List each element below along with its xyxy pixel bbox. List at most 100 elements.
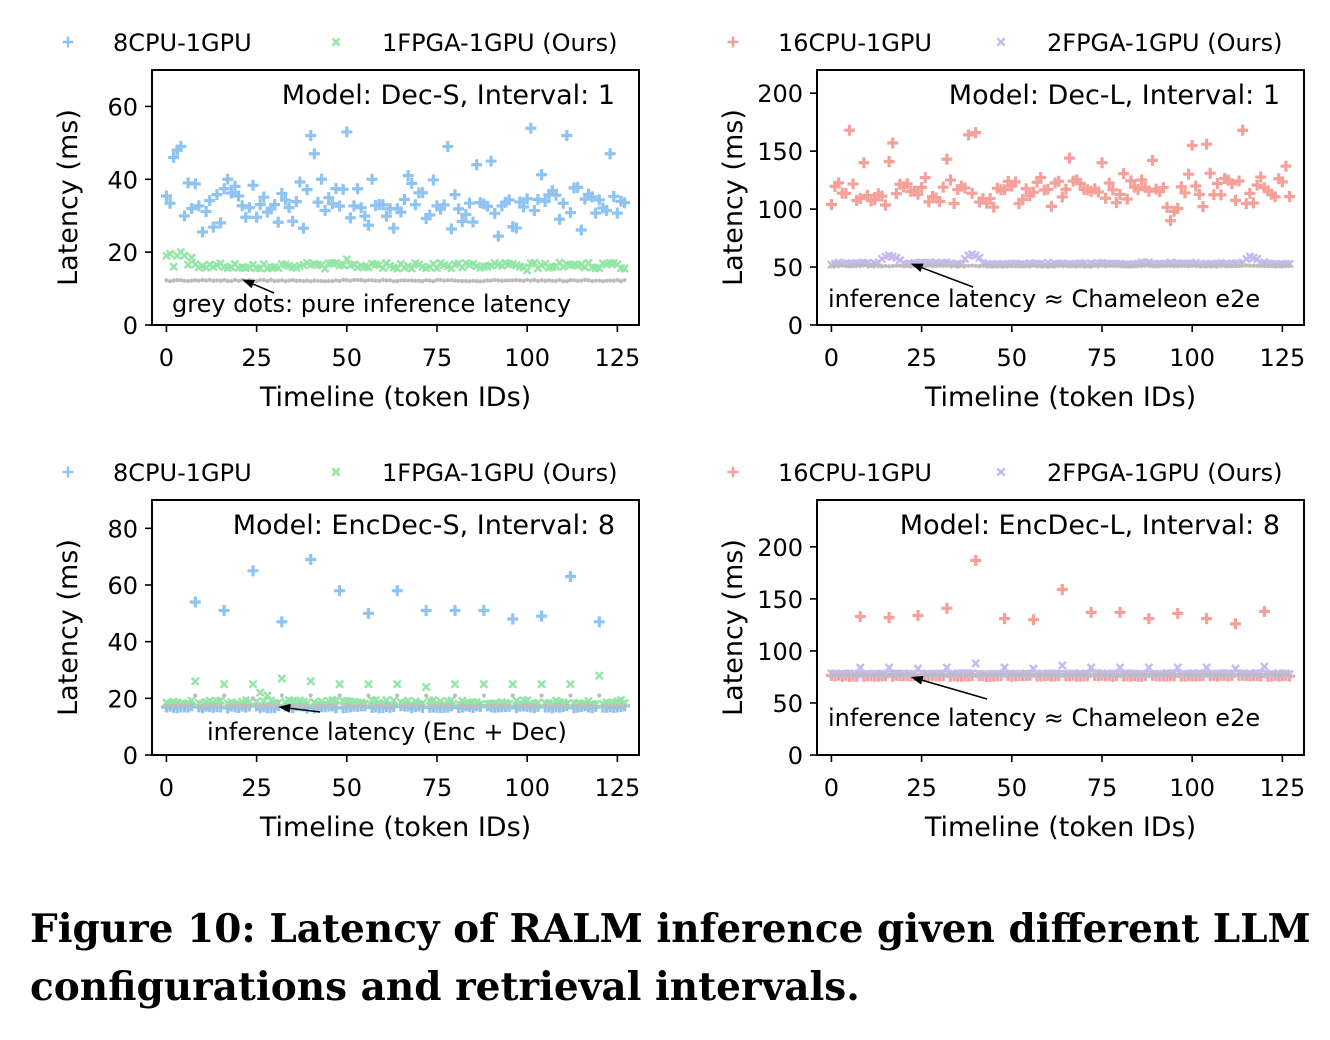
data-point — [883, 612, 895, 624]
figure-grid: 8CPU-1GPU 1FPGA-1GPU (Ours) 0 25 50 75 100 125 0… — [53, 0, 1330, 843]
data-point — [1204, 167, 1216, 179]
data-point — [1269, 672, 1274, 677]
data-point — [536, 169, 548, 181]
data-point — [528, 278, 533, 283]
data-point — [489, 207, 501, 219]
series-x — [161, 671, 630, 709]
x-tick-label: 100 — [504, 774, 550, 802]
data-point — [1204, 672, 1209, 677]
data-point — [1229, 194, 1241, 206]
data-point — [1143, 263, 1148, 268]
data-point — [601, 204, 613, 216]
data-point — [869, 672, 874, 678]
data-point — [485, 703, 490, 709]
data-point — [1103, 264, 1108, 269]
data-point — [445, 278, 450, 283]
data-point — [178, 277, 183, 283]
x-tick-label: 25 — [906, 774, 937, 802]
y-tick-label: 60 — [107, 93, 138, 121]
data-point — [1125, 672, 1130, 677]
data-point — [1071, 672, 1076, 677]
data-point — [1255, 171, 1267, 183]
data-point — [160, 190, 172, 202]
data-point — [919, 672, 924, 677]
data-point — [850, 264, 856, 269]
data-point — [395, 206, 407, 218]
data-point — [196, 278, 201, 283]
data-point — [499, 703, 505, 708]
data-point — [832, 263, 838, 268]
data-point — [1002, 264, 1007, 269]
data-point — [887, 672, 892, 678]
data-point — [836, 672, 841, 677]
data-point — [1284, 191, 1296, 203]
data-point — [539, 693, 544, 698]
data-point — [492, 230, 504, 242]
data-point — [366, 693, 371, 698]
data-point — [406, 177, 418, 189]
data-point — [1085, 672, 1090, 678]
data-point — [959, 672, 964, 677]
data-point — [1042, 672, 1047, 677]
data-point — [1182, 672, 1188, 677]
data-point — [970, 672, 975, 677]
data-point — [1276, 176, 1288, 188]
data-point — [554, 213, 566, 225]
data-point — [1110, 197, 1122, 209]
data-point — [597, 278, 602, 283]
data-point — [189, 703, 194, 708]
data-point — [970, 263, 975, 268]
data-point — [323, 704, 328, 709]
data-point — [1024, 263, 1029, 268]
data-point — [942, 663, 952, 673]
data-point — [236, 200, 248, 212]
data-point — [887, 137, 899, 149]
data-point — [442, 141, 454, 152]
data-point — [937, 181, 949, 193]
data-point — [507, 278, 512, 283]
data-point — [214, 703, 220, 708]
data-point — [449, 278, 454, 283]
data-point — [525, 122, 537, 134]
data-point — [579, 703, 584, 708]
data-point — [963, 129, 975, 141]
data-point — [225, 278, 230, 284]
data-point — [926, 672, 931, 678]
data-point — [377, 278, 382, 284]
data-point — [1226, 264, 1231, 269]
data-point — [427, 704, 432, 709]
data-point — [1233, 175, 1245, 187]
data-point — [1186, 264, 1191, 269]
data-point — [1056, 672, 1061, 678]
data-point — [858, 263, 863, 269]
data-point — [290, 703, 295, 708]
x-axis-label: Timeline (token IDs) — [924, 382, 1196, 413]
data-point — [951, 672, 957, 677]
y-tick-label: 0 — [788, 742, 803, 770]
data-point — [1110, 672, 1115, 677]
data-point — [894, 263, 899, 268]
data-point — [1193, 188, 1205, 200]
data-point — [510, 693, 515, 698]
data-point — [840, 672, 845, 677]
data-point — [335, 679, 345, 689]
data-point — [258, 191, 270, 203]
data-point — [460, 278, 465, 284]
data-point — [1283, 672, 1289, 677]
data-point — [503, 194, 515, 206]
data-point — [417, 187, 429, 199]
data-point — [1038, 263, 1043, 268]
data-point — [1107, 263, 1112, 268]
data-point — [861, 263, 866, 268]
data-point — [1139, 672, 1144, 677]
data-point — [276, 616, 288, 628]
data-point — [312, 703, 317, 709]
data-point — [916, 181, 928, 193]
data-point — [488, 703, 494, 708]
legend-label: 2FPGA-1GPU (Ours) — [1047, 29, 1282, 57]
panel-dec-l: 16CPU-1GPU 2FPGA-1GPU (Ours) 0 25 50 75 100 125… — [665, 0, 1330, 430]
x-tick-label: 25 — [241, 774, 272, 802]
data-point — [420, 605, 432, 616]
data-point — [384, 704, 389, 709]
data-point — [597, 693, 602, 698]
